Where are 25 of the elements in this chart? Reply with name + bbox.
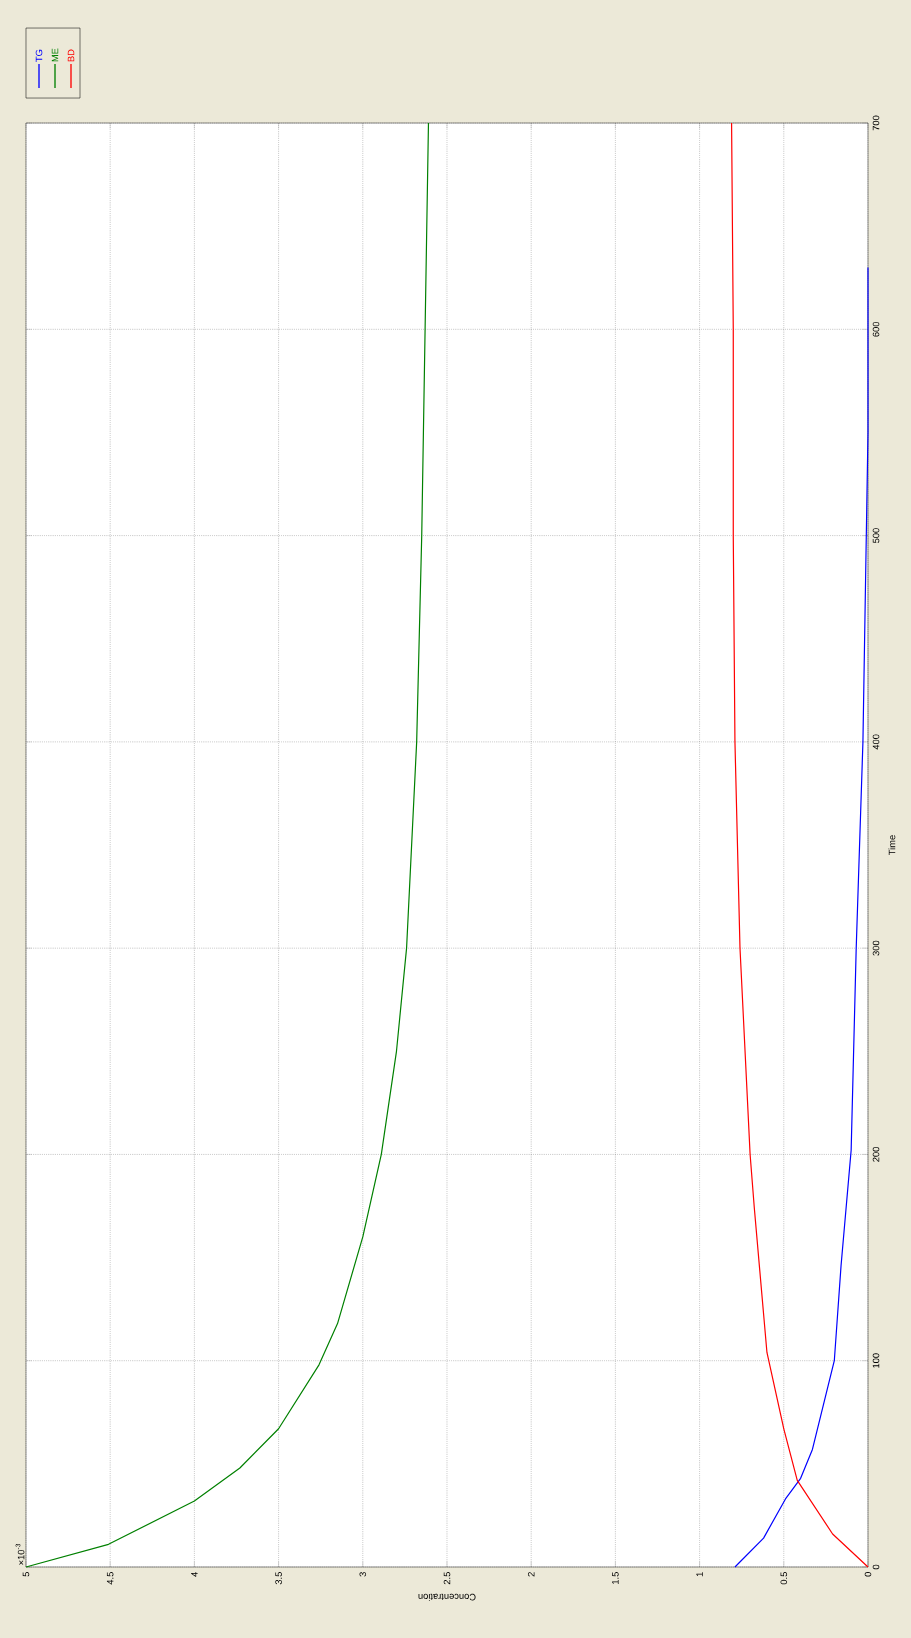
x-tick-label: 0 bbox=[864, 1572, 872, 1577]
y-tick-label: 200 bbox=[872, 1147, 880, 1162]
text: BD bbox=[67, 49, 75, 62]
x-tick-label: 0.5 bbox=[780, 1572, 788, 1585]
x-tick-label: 4 bbox=[191, 1571, 198, 1577]
y-tick-label: 300 bbox=[872, 940, 880, 956]
x-tick-label: 1.5 bbox=[612, 1572, 619, 1584]
y-tick-label: 400 bbox=[872, 734, 880, 750]
y-tick-label: 600 bbox=[872, 321, 880, 337]
y-tick-label: 100 bbox=[872, 1353, 880, 1368]
text: TG bbox=[35, 49, 43, 62]
y-tick-label: 700 bbox=[872, 115, 880, 131]
x-tick-label: 3 bbox=[359, 1572, 367, 1577]
x-tick-label: 5 bbox=[22, 1572, 30, 1577]
x-tick-label: 1 bbox=[696, 1572, 703, 1577]
x-tick-label: 2.5 bbox=[443, 1572, 451, 1585]
y-axis-title: Time bbox=[888, 835, 896, 855]
text: ×10$^{-3}$ bbox=[15, 1543, 25, 1565]
text: ME bbox=[51, 48, 59, 62]
x-tick-label: 4.5 bbox=[106, 1572, 114, 1585]
x-tick-label: 2 bbox=[527, 1572, 535, 1577]
x-axis-title: Concentration bbox=[418, 1593, 476, 1601]
y-tick-label: 0 bbox=[872, 1564, 880, 1570]
x-tick-label: 3.5 bbox=[275, 1572, 282, 1585]
y-tick-label: 500 bbox=[872, 528, 880, 543]
